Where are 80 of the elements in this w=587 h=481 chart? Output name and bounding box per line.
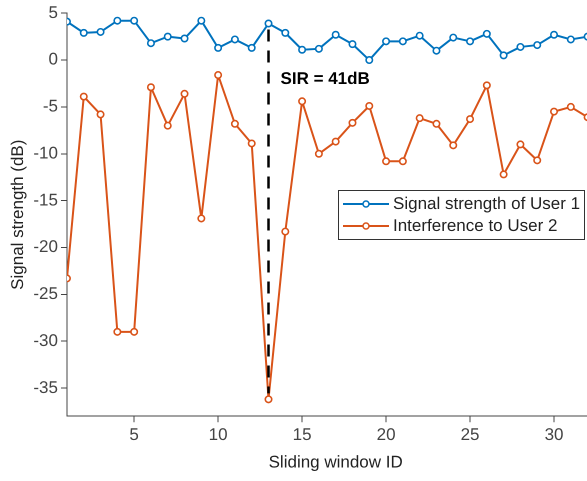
point <box>416 32 424 40</box>
point <box>248 139 256 148</box>
point <box>416 114 424 122</box>
point <box>96 28 105 36</box>
y-tick-label: -20 <box>33 237 58 256</box>
point <box>482 81 491 90</box>
point <box>80 92 88 101</box>
y-tick-label: -30 <box>33 330 58 350</box>
y-tick-label: -35 <box>33 378 58 397</box>
point <box>348 118 356 127</box>
point <box>516 42 524 51</box>
point <box>482 30 491 38</box>
annotation: SIR = 41dB <box>280 69 370 88</box>
point <box>348 40 356 48</box>
point <box>500 170 508 178</box>
point <box>432 120 440 128</box>
point <box>281 28 290 37</box>
x-tick-label: 5 <box>129 425 139 444</box>
point <box>382 157 390 166</box>
point <box>80 28 88 37</box>
point <box>146 39 155 48</box>
point <box>146 83 155 92</box>
point <box>466 37 474 46</box>
point <box>432 46 440 55</box>
point <box>314 150 323 158</box>
point <box>466 115 474 124</box>
x-tick-label: 20 <box>376 425 396 444</box>
point <box>248 44 256 52</box>
point <box>550 30 558 39</box>
point <box>298 97 306 106</box>
x-axis-title: Sliding window ID <box>268 452 403 472</box>
x-tick-label: 15 <box>292 425 312 444</box>
x-tick-label: 25 <box>460 425 480 444</box>
point <box>130 328 138 336</box>
point <box>197 16 206 25</box>
point <box>533 156 542 164</box>
point <box>298 46 306 54</box>
y-tick-label: 5 <box>48 2 58 22</box>
point <box>264 20 273 28</box>
legend-label: Interference to User 2 <box>393 214 558 237</box>
point <box>550 108 558 116</box>
point <box>500 51 508 60</box>
point <box>164 122 172 130</box>
point <box>230 35 239 44</box>
point <box>566 102 575 111</box>
point <box>130 16 138 25</box>
point <box>449 141 458 150</box>
point <box>314 44 323 53</box>
x-tick-label: 30 <box>544 425 564 444</box>
y-axis-title: Signal strength (dB) <box>8 140 27 290</box>
point <box>533 41 542 50</box>
point <box>230 120 239 128</box>
point <box>281 228 290 236</box>
y-tick-label: -10 <box>33 143 58 162</box>
point <box>164 32 172 41</box>
point <box>516 140 524 148</box>
point <box>197 214 206 222</box>
point <box>365 56 374 64</box>
x-tick-label: 10 <box>208 425 228 444</box>
point <box>332 30 340 39</box>
point <box>566 35 575 44</box>
point <box>365 102 374 110</box>
point <box>264 395 273 404</box>
point <box>332 138 340 146</box>
point <box>214 71 222 80</box>
point <box>180 34 189 43</box>
point <box>398 37 407 46</box>
point <box>449 34 458 42</box>
point <box>113 328 122 336</box>
point <box>96 110 105 118</box>
y-tick-label: -15 <box>33 190 58 210</box>
y-tick-label: -25 <box>33 284 58 304</box>
point <box>113 16 122 25</box>
y-tick-label: 0 <box>48 50 58 69</box>
point <box>214 44 222 52</box>
legend-label: Signal strength of User 1 <box>393 192 580 215</box>
point <box>180 90 189 98</box>
y-tick-label: -5 <box>42 96 58 116</box>
point <box>398 157 407 166</box>
point <box>382 37 390 46</box>
